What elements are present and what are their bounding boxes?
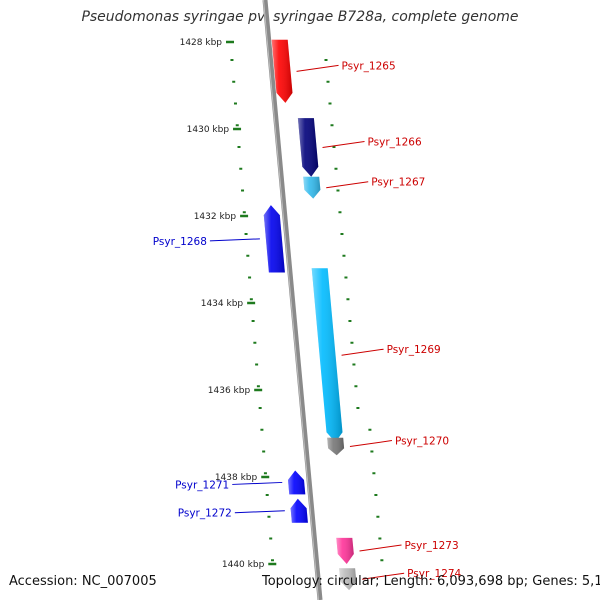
gene-arrow-shading bbox=[288, 470, 306, 495]
gene-label-psyr_1269[interactable]: Psyr_1269 bbox=[387, 344, 441, 356]
tick-label: 1434 kbp bbox=[201, 299, 244, 309]
topology-text: Topology: circular; Length: 6,093,698 bp… bbox=[262, 574, 600, 589]
genome-title: Pseudomonas syringae pv. syringae B728a,… bbox=[81, 9, 519, 25]
gene-labels-layer: Psyr_1265 Psyr_1266 Psyr_1267 Psyr_1268 Psyr… bbox=[153, 60, 462, 580]
gene-arrow-shading bbox=[311, 268, 343, 443]
genes-layer bbox=[263, 39, 357, 591]
gene-leader-line bbox=[322, 140, 365, 148]
genome-backbone bbox=[262, 0, 323, 600]
tick-label: 1436 kbp bbox=[208, 386, 251, 396]
tick-label: 1428 kbp bbox=[180, 38, 223, 48]
tick-label: 1438 kbp bbox=[215, 473, 258, 483]
gene-arrow-shading bbox=[290, 498, 308, 523]
tick-layer: 1428 kbp 1430 kbp 1432 kbp 1434 kbp 1436 kbp… bbox=[180, 38, 277, 570]
gene-leader-line bbox=[326, 181, 369, 189]
gene-label-psyr_1270[interactable]: Psyr_1270 bbox=[395, 436, 449, 448]
gene-arrow-shading bbox=[263, 205, 285, 273]
gene-arrow-shading bbox=[327, 437, 345, 456]
tick-label: 1430 kbp bbox=[187, 125, 230, 135]
gene-arrow-shading bbox=[271, 39, 293, 103]
gene-leader-line bbox=[341, 348, 384, 356]
gene-label-psyr_1273[interactable]: Psyr_1273 bbox=[405, 540, 459, 552]
backbone-layer bbox=[262, 0, 323, 600]
gene-leader-line bbox=[232, 481, 283, 485]
gene-leader-line bbox=[362, 572, 405, 580]
accession-text: Accession: NC_007005 bbox=[9, 574, 157, 589]
gene-label-psyr_1272[interactable]: Psyr_1272 bbox=[178, 508, 232, 520]
gene-label-psyr_1266[interactable]: Psyr_1266 bbox=[368, 136, 422, 148]
gene-arrow-shading bbox=[336, 537, 354, 564]
gene-arrow-shading bbox=[297, 118, 319, 177]
gene-arrow-shading bbox=[339, 568, 357, 591]
backbone-highlight bbox=[263, 0, 320, 600]
gene-label-psyr_1265[interactable]: Psyr_1265 bbox=[342, 60, 396, 72]
gene-leader-line bbox=[349, 440, 393, 448]
gene-leader-line bbox=[209, 238, 260, 242]
gene-label-psyr_1267[interactable]: Psyr_1267 bbox=[371, 177, 425, 189]
tick-label: 1432 kbp bbox=[194, 212, 237, 222]
gene-leader-line bbox=[359, 544, 402, 552]
gene-leader-line bbox=[234, 510, 285, 514]
gene-label-psyr_1268[interactable]: Psyr_1268 bbox=[153, 236, 207, 248]
gene-label-psyr_1274[interactable]: Psyr_1274 bbox=[407, 568, 461, 580]
tick-dots-layer bbox=[230, 59, 384, 562]
gene-arrow-shading bbox=[303, 176, 321, 199]
tick-label: 1440 kbp bbox=[222, 560, 265, 570]
gene-leader-line bbox=[296, 64, 339, 72]
gene-label-psyr_1271[interactable]: Psyr_1271 bbox=[175, 479, 229, 491]
